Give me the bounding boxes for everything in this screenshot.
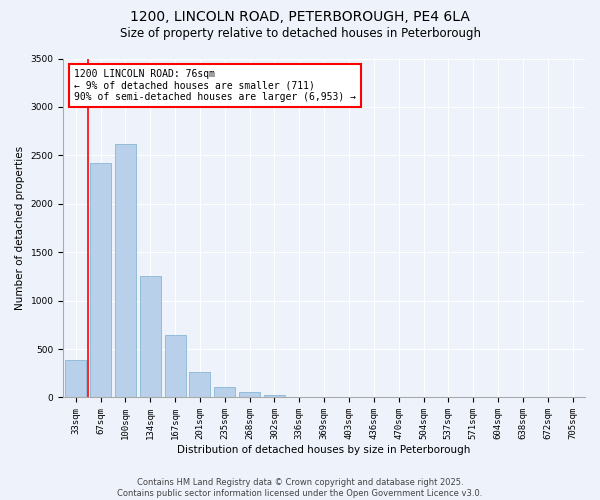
Text: Size of property relative to detached houses in Peterborough: Size of property relative to detached ho… <box>119 28 481 40</box>
Bar <box>115 144 136 398</box>
X-axis label: Distribution of detached houses by size in Peterborough: Distribution of detached houses by size … <box>178 445 471 455</box>
Bar <box>264 394 285 398</box>
Bar <box>90 163 111 398</box>
Bar <box>164 334 185 398</box>
Text: 1200, LINCOLN ROAD, PETERBOROUGH, PE4 6LA: 1200, LINCOLN ROAD, PETERBOROUGH, PE4 6L… <box>130 10 470 24</box>
Bar <box>65 360 86 398</box>
Y-axis label: Number of detached properties: Number of detached properties <box>15 146 25 310</box>
Bar <box>214 388 235 398</box>
Bar <box>239 392 260 398</box>
Bar <box>190 372 211 398</box>
Text: Contains HM Land Registry data © Crown copyright and database right 2025.
Contai: Contains HM Land Registry data © Crown c… <box>118 478 482 498</box>
Bar <box>140 276 161 398</box>
Text: 1200 LINCOLN ROAD: 76sqm
← 9% of detached houses are smaller (711)
90% of semi-d: 1200 LINCOLN ROAD: 76sqm ← 9% of detache… <box>74 68 356 102</box>
